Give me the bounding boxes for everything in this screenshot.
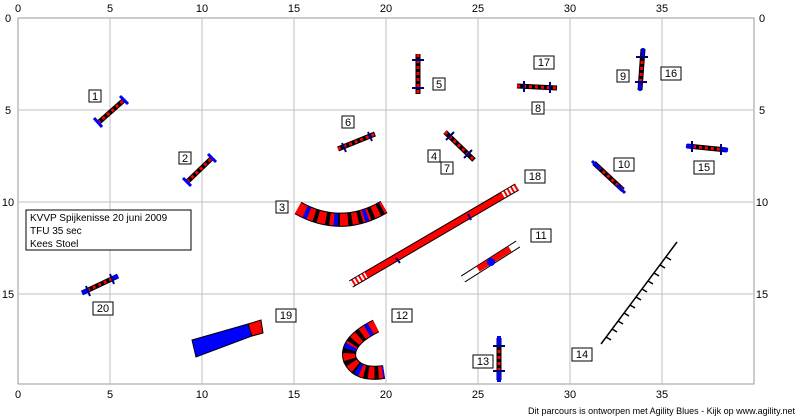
jump-5 [412,54,424,94]
jump-8-17 [516,81,558,93]
x-tick-top: 15 [288,3,300,15]
label-12: 12 [391,308,413,323]
jump-10 [590,159,627,195]
svg-text:8: 8 [535,103,541,115]
info-line-2: TFU 35 sec [30,226,82,237]
field-grid [17,17,755,385]
svg-text:13: 13 [477,356,489,368]
x-tick-top: 0 [15,3,21,15]
y-tick-left: 5 [5,105,11,117]
label-19: 19 [275,308,297,323]
jump-20 [80,273,120,297]
x-tick-top: 35 [656,3,668,15]
label-3: 3 [275,200,289,214]
y-tick-right: 5 [759,105,765,117]
svg-text:5: 5 [436,79,442,91]
y-tick-left: 15 [2,289,14,301]
jump-15 [685,141,729,155]
svg-text:19: 19 [280,310,292,322]
svg-text:6: 6 [345,117,351,129]
footer-credit: Dit parcours is ontworpen met Agility Bl… [528,406,795,416]
x-tick-top: 25 [472,3,484,15]
label-14: 14 [571,347,593,362]
label-18: 18 [524,169,546,184]
y-tick-right: 0 [759,13,765,25]
label-2: 2 [178,151,192,165]
x-tick-top: 5 [107,3,113,15]
label-9: 9 [616,69,630,83]
svg-text:18: 18 [529,171,541,183]
info-line-3: Kees Stoel [30,239,78,250]
x-tick-bottom: 10 [196,389,208,401]
label-10: 10 [613,157,635,172]
chute-19 [191,319,264,358]
label-15: 15 [693,160,715,175]
jump-1 [92,94,130,128]
x-tick-bottom: 20 [380,389,392,401]
label-1: 1 [88,89,102,103]
label-13: 13 [472,354,494,369]
svg-text:15: 15 [698,162,710,174]
x-tick-bottom: 0 [15,389,21,401]
y-tick-right: 10 [756,197,768,209]
svg-text:12: 12 [396,310,408,322]
label-16: 16 [660,66,682,81]
svg-text:17: 17 [538,57,550,69]
svg-text:11: 11 [535,230,546,242]
jump-4-7 [443,130,476,162]
svg-text:16: 16 [665,68,677,80]
x-tick-top: 30 [564,3,576,15]
tunnel-12 [342,319,386,380]
label-6: 6 [341,115,355,129]
svg-text:10: 10 [618,159,630,171]
label-5: 5 [432,77,446,91]
svg-text:9: 9 [620,71,626,83]
y-tick-left: 0 [5,13,11,25]
svg-text:14: 14 [576,349,588,361]
jump-6 [337,131,376,153]
dogwalk-18 [348,183,520,288]
x-tick-bottom: 35 [656,389,668,401]
svg-text:7: 7 [444,163,450,175]
x-tick-bottom: 30 [564,389,576,401]
x-tick-top: 10 [196,3,208,15]
x-tick-bottom: 25 [472,389,484,401]
x-tick-bottom: 5 [107,389,113,401]
svg-text:2: 2 [182,153,188,165]
label-8: 8 [531,101,545,115]
y-tick-right: 15 [756,289,768,301]
obstacle-labels: 1 2 3 4 5 6 7 8 9 10 11 12 13 14 15 16 1… [88,55,715,369]
x-tick-top: 20 [380,3,392,15]
label-7: 7 [440,161,454,175]
x-tick-bottom: 15 [288,389,300,401]
y-tick-left: 10 [2,197,14,209]
info-line-1: KVVP Spijkenisse 20 juni 2009 [30,213,168,224]
info-box: KVVP Spijkenisse 20 juni 2009 TFU 35 sec… [25,209,192,251]
svg-text:3: 3 [279,202,285,214]
label-17: 17 [533,55,555,70]
svg-text:4: 4 [431,151,437,163]
label-11: 11 [530,228,552,243]
svg-text:20: 20 [97,303,109,315]
svg-text:1: 1 [92,91,98,103]
jump-13 [493,336,505,382]
axis-labels: 0 5 10 15 20 25 30 35 0 5 10 15 20 25 30… [2,3,768,401]
tunnel-3 [294,200,388,227]
label-4: 4 [427,149,441,163]
seesaw-11 [460,240,521,283]
jump-9-16 [635,48,648,91]
weave-14 [600,241,678,345]
jump-2 [181,152,218,188]
label-20: 20 [92,301,114,316]
